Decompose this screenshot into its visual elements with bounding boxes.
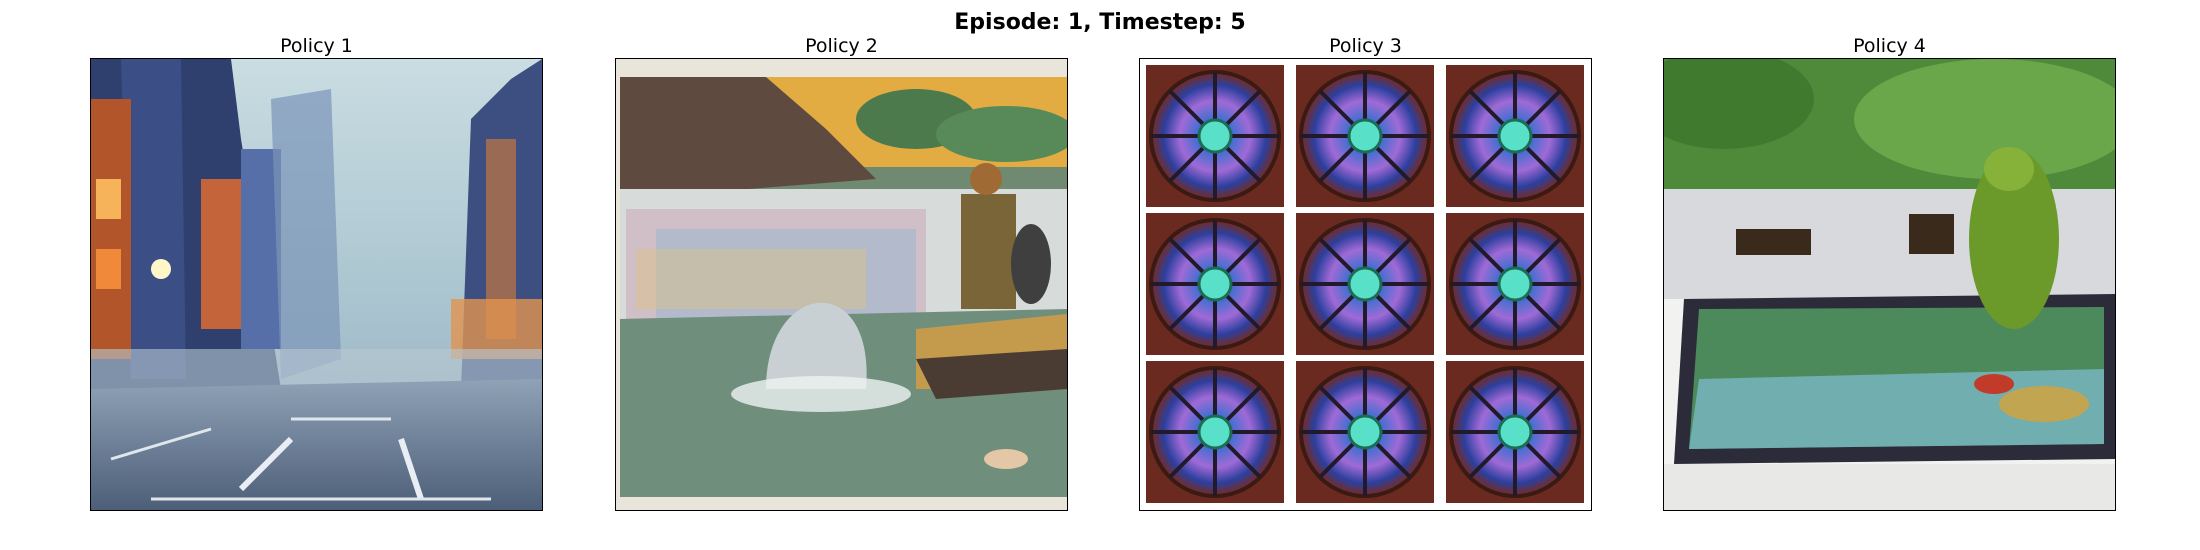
- panel-title: Policy 4: [1853, 35, 1926, 57]
- panel-title: Policy 1: [280, 35, 353, 57]
- policy-panel-1: Policy 1: [90, 36, 543, 511]
- foggy-city-street-image: [90, 58, 543, 511]
- policy-panel-3: Policy 3: [1139, 36, 1592, 511]
- panel-title: Policy 2: [805, 35, 878, 57]
- figure-title: Episode: 1, Timestep: 5: [954, 10, 1246, 35]
- zen-garden-pond-image: [1663, 58, 2116, 511]
- panel-title: Policy 3: [1329, 35, 1402, 57]
- policy-panel-2: Policy 2: [615, 36, 1068, 511]
- stained-glass-rose-window-grid-image: [1139, 58, 1592, 511]
- painted-waterfall-scene-image: [615, 58, 1068, 511]
- policy-panel-4: Policy 4: [1663, 36, 2116, 511]
